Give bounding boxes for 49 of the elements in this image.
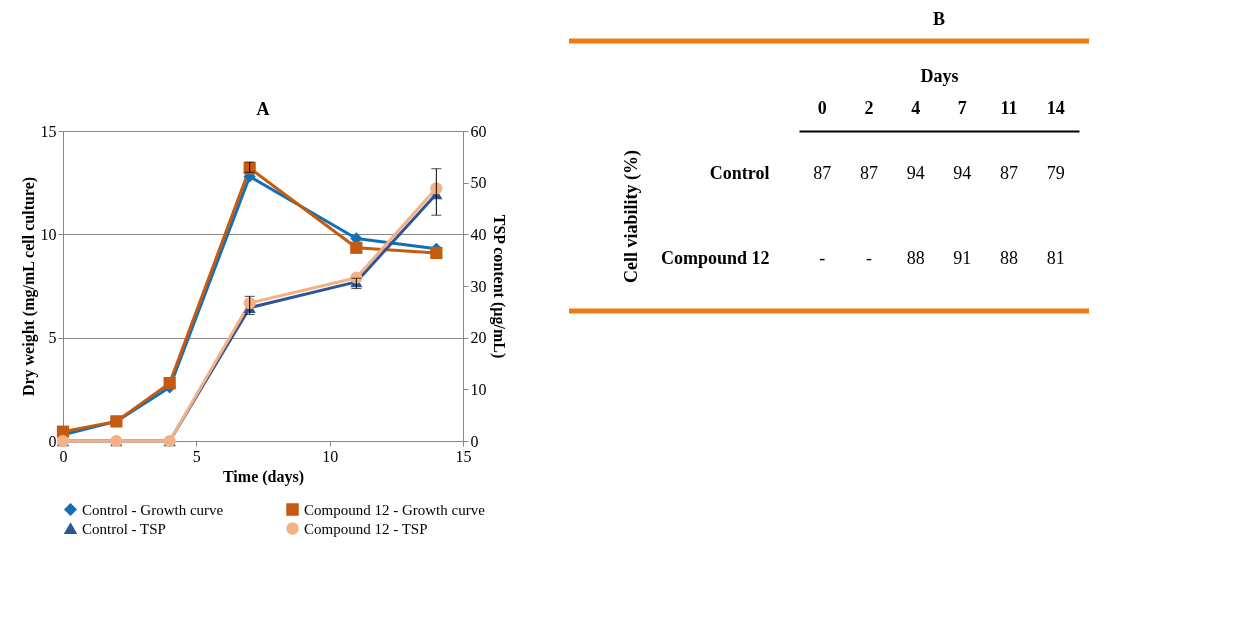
- y-tick-label: 5: [48, 329, 57, 347]
- y2-tick-label: 30: [470, 277, 487, 295]
- y-tick-label: 10: [40, 225, 57, 243]
- y-tick-label: 15: [40, 122, 57, 140]
- y-axis-title: Dry weight (mg/mL cell culture): [19, 176, 38, 397]
- y-tick-label: Control: [709, 162, 770, 183]
- x-tick-label: 11: [1000, 97, 1018, 118]
- data-label: 94: [906, 162, 925, 183]
- legend-label: Control - TSP: [82, 520, 166, 537]
- y-tick-label: Compound 12: [660, 247, 770, 268]
- point: [430, 246, 443, 260]
- legend-label: Compound 12 - Growth curve: [304, 501, 486, 518]
- legend-label: Compound 12 - TSP: [304, 520, 428, 537]
- data-label: 88: [906, 247, 925, 268]
- data-label: 87: [1000, 162, 1018, 183]
- x-axis-title: Time (days): [222, 467, 305, 486]
- x-tick-label: 0: [817, 97, 827, 118]
- x-tick-label: 5: [192, 447, 201, 465]
- y-axis-title: Cell viability (%): [620, 150, 642, 283]
- y-tick-label: 0: [48, 432, 57, 450]
- y2-axis-title: TSP content (µg/mL): [489, 214, 508, 359]
- x-tick-label: 2: [864, 97, 874, 118]
- x-tick-label: 10: [322, 447, 339, 465]
- point: [350, 241, 363, 254]
- x-tick-label: 0: [59, 447, 68, 465]
- y2-tick-label: 20: [470, 329, 487, 347]
- text: -: [819, 247, 826, 268]
- x-tick-label: 4: [911, 97, 921, 118]
- data-label: 81: [1046, 247, 1065, 268]
- data-label: 87: [813, 162, 832, 183]
- y2-tick-label: 50: [470, 174, 487, 192]
- data-label: 94: [953, 162, 972, 183]
- y2-tick-label: 40: [470, 225, 487, 243]
- text: -: [866, 247, 872, 268]
- x-tick-label: 14: [1046, 97, 1065, 118]
- chart-title: B: [932, 8, 946, 29]
- y2-tick-label: 0: [470, 432, 479, 450]
- y2-tick-label: 10: [470, 380, 487, 398]
- point: [163, 377, 176, 390]
- data-label: 88: [1000, 247, 1018, 268]
- chart-title: A: [256, 99, 270, 119]
- data-label: 79: [1046, 162, 1065, 183]
- data-label: 87: [860, 162, 878, 183]
- legend-label: Control - Growth curve: [82, 501, 224, 518]
- x-tick-label: 7: [957, 97, 967, 118]
- data-label: 91: [953, 247, 972, 268]
- x-axis-title: Days: [920, 65, 959, 86]
- y2-tick-label: 60: [470, 122, 487, 140]
- x-tick-label: 15: [455, 447, 472, 465]
